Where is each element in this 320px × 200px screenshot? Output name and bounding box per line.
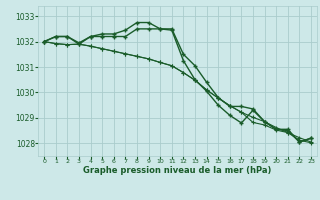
X-axis label: Graphe pression niveau de la mer (hPa): Graphe pression niveau de la mer (hPa): [84, 166, 272, 175]
